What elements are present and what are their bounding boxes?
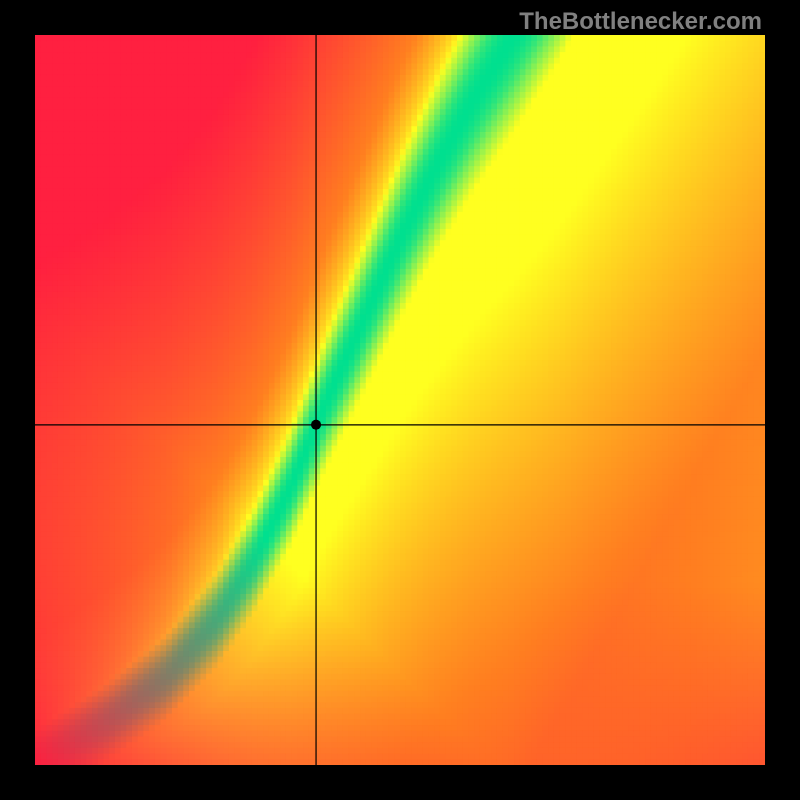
chart-container: TheBottlenecker.com: [0, 0, 800, 800]
bottleneck-heatmap: [35, 35, 765, 765]
watermark-text: TheBottlenecker.com: [519, 8, 762, 36]
